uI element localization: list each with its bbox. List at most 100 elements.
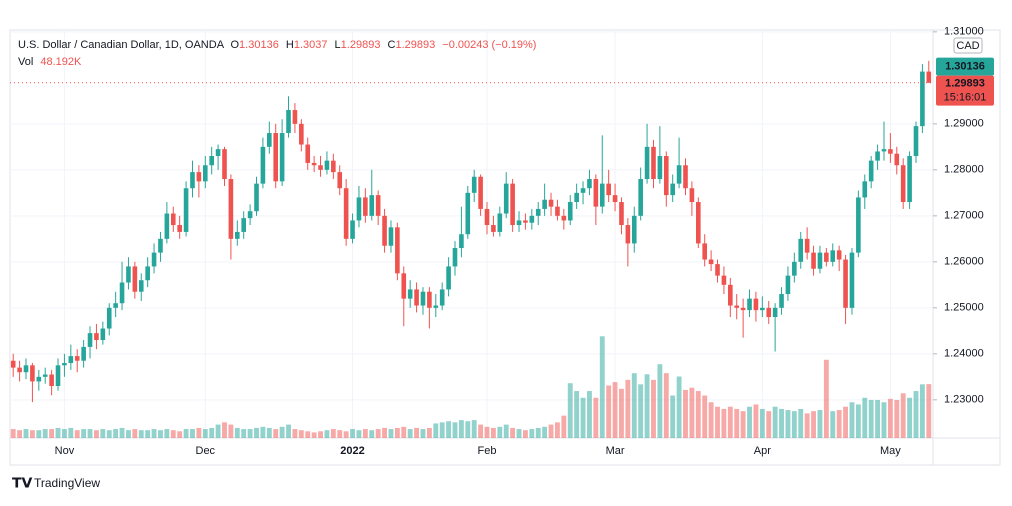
candle-body: [510, 183, 515, 226]
candle-body: [657, 156, 663, 180]
volume-bar: [529, 429, 535, 438]
volume-bar: [766, 411, 772, 438]
volume-bar: [823, 359, 829, 438]
candle-body: [36, 376, 42, 382]
candle-body: [55, 365, 61, 387]
candle-body: [49, 374, 54, 387]
volume-bar: [683, 389, 688, 438]
candle-body: [766, 307, 772, 318]
brand-name: TradingView: [34, 476, 100, 490]
volume-bar: [87, 429, 93, 438]
volume-bar: [286, 424, 291, 438]
candle-body: [484, 208, 490, 226]
volume-bar: [10, 429, 16, 438]
candle-body: [843, 259, 848, 308]
volume-bar: [292, 429, 298, 438]
candle-body: [267, 133, 272, 147]
candle-body: [62, 363, 67, 366]
volume-bar: [734, 408, 740, 438]
candle-body: [209, 156, 214, 166]
candle-body: [670, 183, 675, 196]
last-price-label: 1.29893: [945, 77, 985, 89]
grid: [10, 30, 932, 438]
volume-bar: [503, 424, 509, 438]
volume-bar: [548, 424, 554, 438]
volume-bar: [881, 402, 887, 438]
volume-bar: [676, 376, 682, 438]
volume-bar: [759, 408, 765, 438]
change: −0.00243 (−0.19%): [442, 39, 536, 51]
x-tick-label: 2022: [340, 445, 364, 457]
volume-bar: [522, 430, 528, 438]
candle-body: [369, 195, 375, 216]
volume-bar: [94, 430, 99, 438]
volume-bar: [599, 336, 605, 438]
candle-body: [497, 213, 503, 232]
candle-body: [164, 213, 170, 239]
volume-bar: [631, 373, 637, 438]
candle-body: [446, 266, 451, 290]
candle-layer: [10, 60, 932, 403]
candle-body: [676, 165, 682, 184]
volume-bar: [420, 429, 426, 438]
volume-bar: [311, 432, 317, 438]
volume-bar: [919, 384, 925, 438]
candle-body: [407, 289, 413, 299]
countdown-label: 15:16:01: [944, 91, 987, 103]
volume-bar: [350, 429, 355, 438]
volume-bar: [247, 429, 253, 438]
y-tick-label: 1.24000: [944, 348, 984, 360]
volume-bar: [23, 429, 29, 438]
candle-body: [920, 71, 925, 127]
candle-body: [401, 273, 407, 299]
volume-bar: [663, 373, 669, 438]
volume-bar: [862, 397, 868, 438]
candle-body: [151, 252, 157, 267]
volume-bar: [587, 391, 592, 438]
volume-bar: [727, 406, 733, 438]
volume-bar: [887, 398, 893, 438]
volume-bar: [702, 395, 708, 438]
volume-bar: [324, 430, 330, 438]
candle-body: [555, 206, 560, 216]
volume-bar: [836, 410, 842, 438]
y-tick-label: 1.26000: [944, 256, 984, 268]
volume-bar: [369, 430, 375, 438]
candle-body: [356, 197, 362, 221]
candle-body: [10, 360, 16, 368]
candle-body: [388, 227, 394, 246]
candle-body: [350, 220, 355, 239]
volume-bar: [119, 427, 125, 438]
y-tick-label: 1.25000: [944, 302, 984, 314]
candle-body: [651, 146, 656, 180]
volume-bar: [401, 426, 407, 438]
candle-body: [529, 215, 535, 223]
volume-bar: [158, 430, 163, 438]
candle-body: [523, 220, 528, 223]
volume-bar: [855, 404, 861, 438]
volume-bar: [151, 429, 157, 438]
volume-bar: [740, 411, 746, 438]
volume-bar: [170, 430, 176, 438]
open-value: 1.30136: [239, 39, 279, 51]
volume-bar: [222, 422, 227, 438]
volume-bar: [875, 399, 881, 438]
volume-bar: [516, 429, 522, 438]
volume-bar: [100, 429, 106, 438]
candle-body: [856, 197, 861, 253]
brand: 𝗧𝗩 TradingView: [12, 475, 100, 491]
y-tick-label: 1.27000: [944, 210, 984, 222]
volume-bar: [817, 410, 823, 438]
candle-body: [414, 289, 419, 306]
vol-value: 48.192K: [40, 56, 82, 68]
volume-bar: [804, 413, 810, 438]
volume-bar: [356, 430, 362, 438]
candle-body: [202, 165, 208, 182]
candle-body: [503, 183, 509, 214]
candle-body: [94, 333, 99, 341]
y-tick-label: 1.28000: [944, 164, 984, 176]
candle-body: [894, 153, 900, 166]
volume-bar: [721, 408, 727, 438]
x-tick-label: Mar: [606, 445, 625, 457]
symbol: U.S. Dollar / Canadian Dollar, 1D, OANDA: [18, 39, 225, 51]
